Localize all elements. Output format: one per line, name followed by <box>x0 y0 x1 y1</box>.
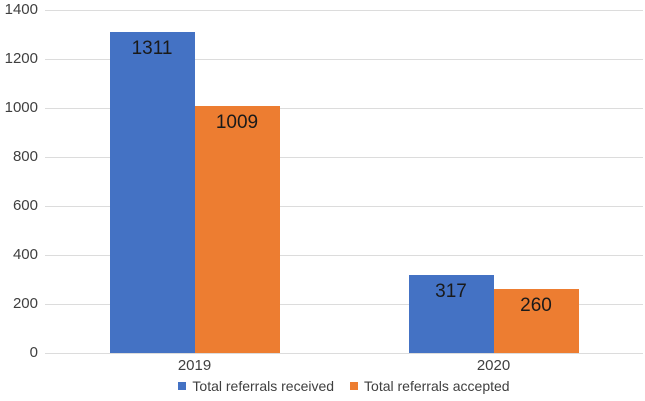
y-axis-tick-label: 1200 <box>4 50 38 67</box>
y-axis-tick-label: 1000 <box>4 99 38 116</box>
gridline <box>45 157 643 158</box>
legend-label: Total referrals received <box>192 378 335 394</box>
bar-data-label: 1311 <box>131 37 173 59</box>
bar-data-label: 1009 <box>215 111 259 133</box>
y-axis-tick-label: 1400 <box>4 1 38 18</box>
bar-2020-series-0 <box>408 275 494 353</box>
bar-data-label: 317 <box>435 281 467 303</box>
legend-swatch <box>350 382 359 390</box>
legend-label: Total referrals accepted <box>364 378 510 394</box>
x-axis-category-label: 2019 <box>177 357 212 374</box>
y-axis-tick-label: 800 <box>12 148 38 165</box>
legend-swatch <box>178 382 187 390</box>
legend-item: Total referrals accepted <box>350 378 510 394</box>
x-axis-category-label: 2020 <box>476 357 511 374</box>
y-axis-tick-label: 200 <box>12 295 38 312</box>
gridline <box>45 353 643 354</box>
y-axis-tick-label: 600 <box>12 197 38 214</box>
bar-2019-series-0 <box>109 31 195 353</box>
gridline <box>45 10 643 11</box>
gridline <box>45 206 643 207</box>
bar-2019-series-1 <box>194 105 280 353</box>
legend: Total referrals received Total referrals … <box>45 378 643 394</box>
gridline <box>45 59 643 60</box>
gridline <box>45 255 643 256</box>
bar-data-label: 260 <box>520 295 552 317</box>
bar-2020-series-1 <box>493 289 579 353</box>
legend-item: Total referrals received <box>178 378 334 394</box>
y-axis-tick-label: 0 <box>29 344 38 361</box>
gridline <box>45 108 643 109</box>
y-axis-tick-label: 400 <box>12 246 38 263</box>
gridline <box>45 304 643 305</box>
